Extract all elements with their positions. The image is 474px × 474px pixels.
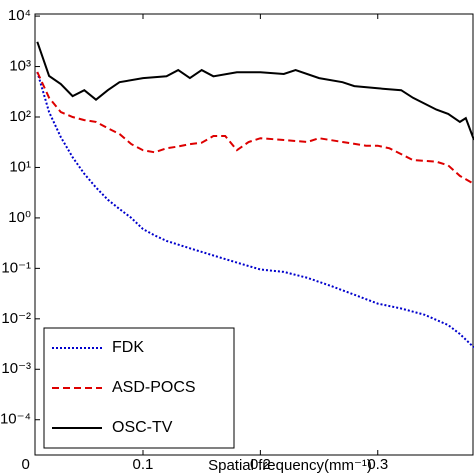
y-tick-label: 10¹ — [9, 158, 31, 175]
x-tick-label: 0.3 — [367, 456, 388, 473]
y-tick-label: 10⁻¹ — [1, 259, 31, 276]
y-tick-label: 10⁴ — [8, 7, 31, 24]
x-axis-label: Spatial frequency(mm⁻¹) — [208, 457, 372, 474]
x-tick-label: 0.2 — [250, 456, 271, 473]
legend-label: FDK — [112, 339, 144, 356]
y-tick-label: 10⁻⁴ — [0, 411, 31, 428]
y-tick-label: 10² — [9, 108, 31, 125]
y-tick-label: 10⁰ — [8, 209, 31, 226]
y-tick-label: 10⁻² — [1, 310, 31, 327]
plot-frame — [34, 13, 474, 456]
series-line — [36, 41, 474, 141]
legend-label: OSC-TV — [112, 419, 173, 436]
x-tick-label: 0 — [21, 456, 29, 473]
y-tick-label: 10³ — [9, 58, 31, 75]
legend-label: ASD-POCS — [112, 379, 196, 396]
series-line — [36, 71, 474, 349]
y-tick-label: 10⁻³ — [1, 360, 31, 377]
x-tick-label: 0.1 — [133, 456, 154, 473]
series-line — [36, 71, 474, 185]
